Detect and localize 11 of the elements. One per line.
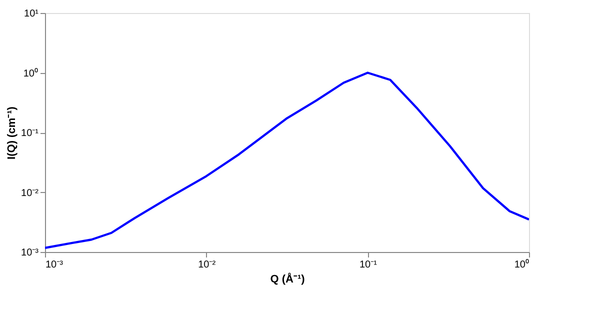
y-tick-label: 10⁻² (21, 188, 40, 199)
y-tick-label: 10⁻¹ (21, 128, 40, 139)
y-axis-title: I(Q) (cm⁻¹) (6, 106, 18, 160)
y-tick-label: 10¹ (24, 8, 40, 20)
x-tick-label: 10⁻³ (46, 260, 64, 270)
x-tick-label: 10⁰ (514, 258, 530, 270)
y-tick-label: 10⁰ (23, 67, 38, 80)
y-tick-label: 10⁻³ (21, 248, 40, 258)
x-tick-label: 10⁻¹ (359, 260, 378, 270)
x-tick-label: 10⁻² (198, 260, 216, 270)
x-axis-title: Q (Å⁻¹) (270, 272, 306, 286)
